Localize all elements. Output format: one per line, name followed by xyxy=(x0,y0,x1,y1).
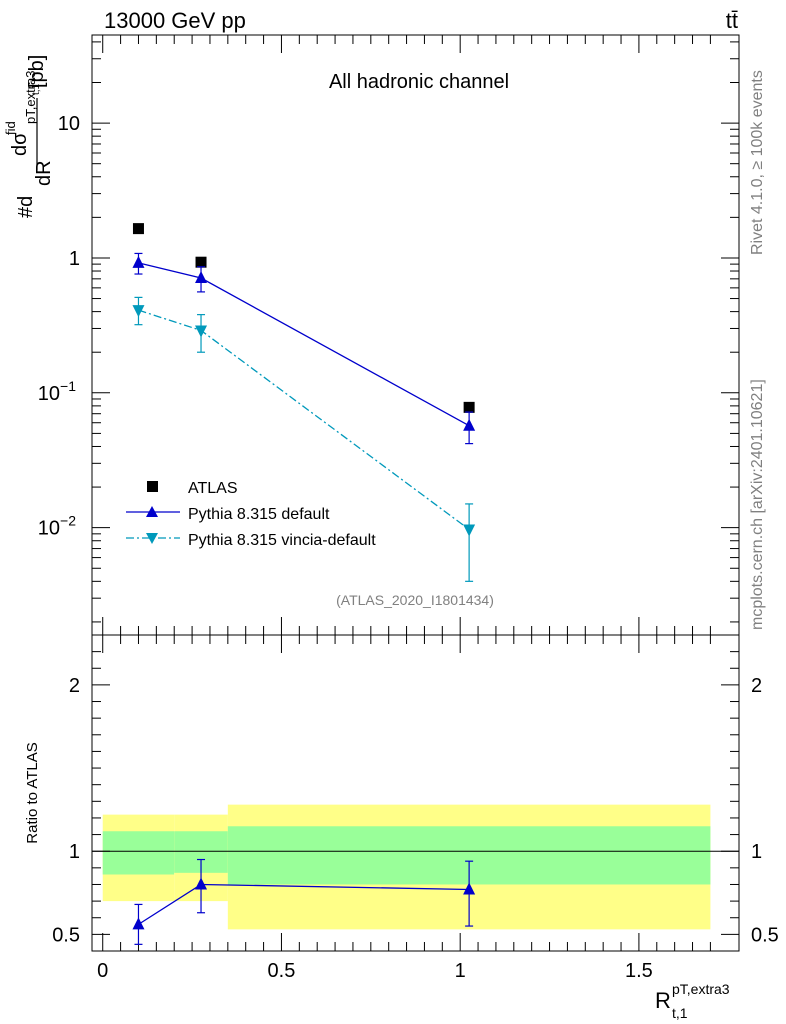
ratio-point-pythia xyxy=(195,877,208,890)
analysis-id: (ATLAS_2020_I1801434) xyxy=(336,592,494,608)
ratio-point-pythia xyxy=(463,882,476,895)
y-label-unit: [pb] xyxy=(26,55,48,88)
header-left: 13000 GeV pp xyxy=(104,8,246,33)
legend-label-atlas: ATLAS xyxy=(188,480,238,497)
ratio-series-group xyxy=(132,858,476,945)
series-line-pythia xyxy=(138,262,470,427)
y-label-numerator: dσ xyxy=(9,132,31,156)
data-point-pythia xyxy=(463,418,476,431)
mcplots-label: mcplots.cern.ch [arXiv:2401.10621] xyxy=(749,379,766,630)
legend-marker-atlas xyxy=(147,481,158,492)
legend: ATLAS Pythia 8.315 default Pythia 8.315 … xyxy=(126,480,376,549)
data-point-atlas xyxy=(463,401,475,413)
rivet-label: Rivet 4.1.0, ≥ 100k events xyxy=(749,70,766,255)
ratio-y-label: Ratio to ATLAS xyxy=(24,742,41,843)
y-label-prefix: #d xyxy=(15,196,37,218)
y-label-sub: pT,extra3 xyxy=(23,71,38,124)
y-label-subsub: t,1 xyxy=(31,83,42,95)
main-title: All hadronic channel xyxy=(329,71,509,93)
ratio-bands xyxy=(92,804,739,930)
main-y-tick-label: 10−2 xyxy=(38,513,76,540)
data-point-pythia xyxy=(132,255,145,268)
ratio-x-tick-label: 1 xyxy=(455,960,466,982)
main-plot-panel: 10 1 10−1 10−2 All hadronic channel (ATLAS_… xyxy=(38,34,740,636)
ratio-point-pythia xyxy=(132,917,145,930)
ratio-y-tick-label-right: 1 xyxy=(751,841,762,863)
main-series-group xyxy=(132,223,476,582)
ratio-y-tick-label-right: 2 xyxy=(751,675,762,697)
ratio-band-inner xyxy=(102,831,175,875)
main-y-ticks: 10 1 10−1 10−2 xyxy=(38,35,739,635)
y-label-denominator: dR xyxy=(33,160,55,186)
x-label-sub: t,1 xyxy=(672,1005,688,1021)
ratio-ticks: 0.5 0.5 1 1 2 2 0 0.5 1 1.5 xyxy=(52,635,779,982)
data-point-vincia xyxy=(195,325,208,338)
legend-label-pythia: Pythia 8.315 default xyxy=(188,506,330,523)
ratio-y-tick-label-left: 1 xyxy=(69,841,80,863)
main-y-label: #d dσ fid pT,extra3 t,1 dR [pb] xyxy=(3,55,55,218)
legend-marker-vincia xyxy=(146,533,158,544)
ratio-x-tick-label: 0.5 xyxy=(268,960,296,982)
x-label-base: R xyxy=(655,988,671,1013)
ratio-y-tick-label-right: 0.5 xyxy=(751,924,779,946)
main-y-tick-label: 10 xyxy=(58,113,80,135)
ratio-x-tick-label: 0 xyxy=(97,960,108,982)
y-label-sup: fid xyxy=(3,121,18,135)
x-label-sup: pT,extra3 xyxy=(672,981,730,997)
ratio-y-tick-label-left: 2 xyxy=(69,675,80,697)
main-y-tick-label: 1 xyxy=(69,248,80,270)
x-axis-label: R pT,extra3 t,1 xyxy=(655,981,730,1021)
ratio-plot-panel: 0.5 0.5 1 1 2 2 0 0.5 1 1.5 xyxy=(52,634,779,982)
ratio-frame xyxy=(91,634,740,952)
data-point-pythia xyxy=(195,271,208,284)
data-point-vincia xyxy=(132,305,145,318)
legend-label-vincia: Pythia 8.315 vincia-default xyxy=(188,532,376,549)
ratio-y-tick-label-left: 0.5 xyxy=(52,924,80,946)
legend-marker-pythia xyxy=(146,506,158,517)
data-point-atlas xyxy=(195,256,207,268)
data-point-atlas xyxy=(132,223,144,235)
header-right: tt̄ xyxy=(726,8,738,33)
main-y-tick-label: 10−1 xyxy=(38,378,76,405)
data-point-vincia xyxy=(463,524,476,537)
ratio-x-tick-label: 1.5 xyxy=(625,960,653,982)
